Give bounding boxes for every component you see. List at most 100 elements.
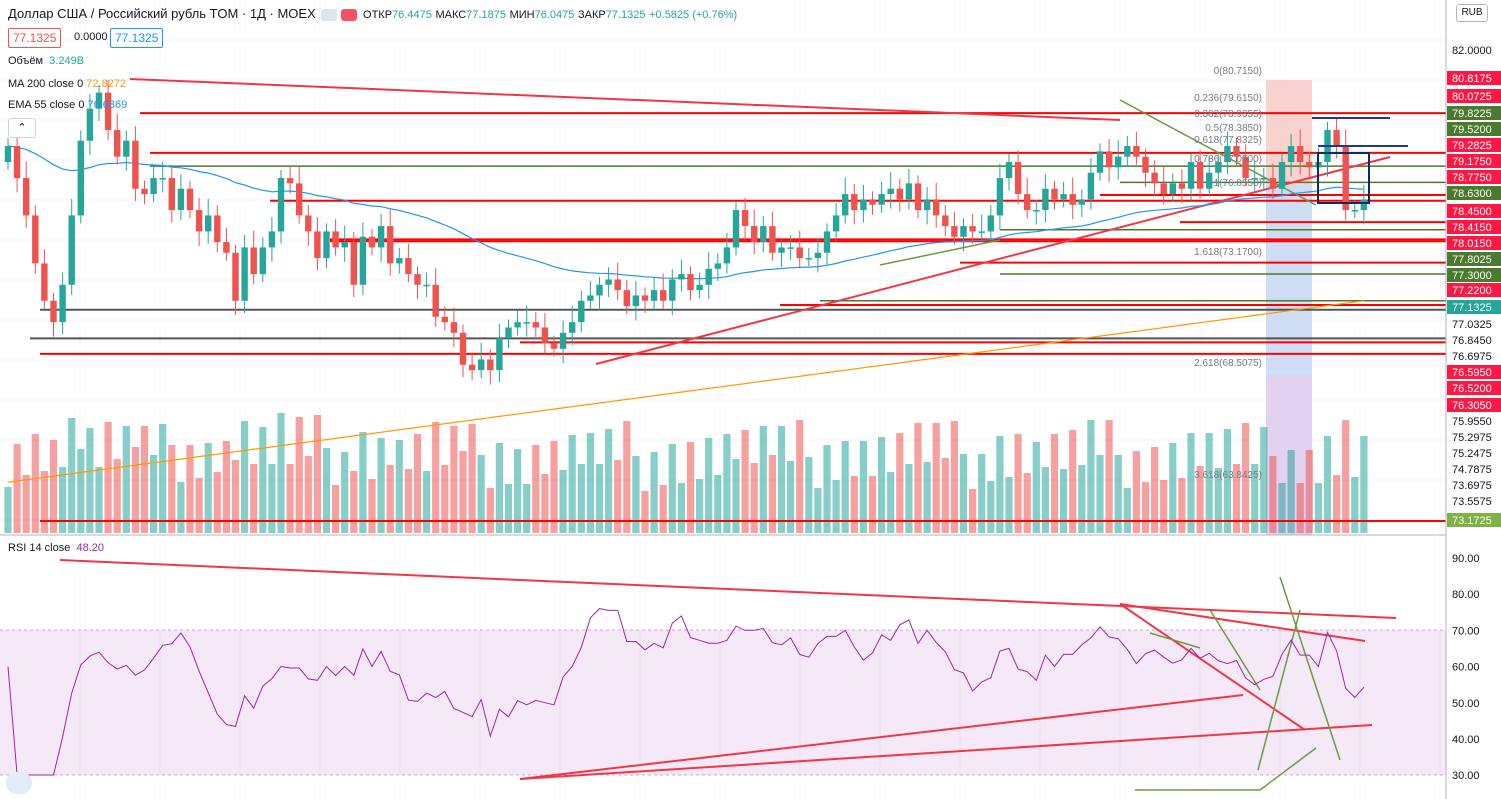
volume-bar (950, 421, 958, 533)
candle-body (878, 194, 885, 205)
volume-bar (777, 426, 786, 533)
candle-body (996, 178, 1004, 216)
candle-body (969, 226, 976, 232)
volume-bar (823, 445, 831, 533)
candle-body (405, 258, 412, 275)
candle-body (277, 178, 285, 232)
volume-bar (241, 421, 249, 533)
candle-body (1342, 146, 1349, 211)
candle-body (1351, 210, 1358, 212)
volume-bar (659, 485, 667, 533)
legend-rsi[interactable]: RSI 14 close 48.20 (8, 542, 105, 554)
volume-bar (186, 445, 194, 533)
candle-body (660, 290, 667, 301)
rsi-tick-label: 90.00 (1452, 553, 1480, 565)
candle-body (104, 92, 112, 131)
fib-label: 1.618(73.1700) (1194, 247, 1262, 258)
selection-box[interactable] (1317, 152, 1370, 204)
tradingview-logo-icon[interactable] (6, 772, 32, 794)
wave-icon[interactable] (341, 8, 358, 21)
volume-bar (1314, 483, 1322, 533)
candle-body (468, 364, 476, 371)
candle-body (1187, 162, 1195, 189)
candle-body (1078, 199, 1085, 205)
volume-bar (914, 423, 922, 533)
candle-body (41, 263, 48, 301)
candle-body (1169, 183, 1176, 195)
candle-body (532, 322, 539, 328)
candle-body (368, 236, 376, 248)
candles (4, 80, 1368, 385)
candle-body (1269, 178, 1277, 189)
axis-tick-label: 76.8450 (1452, 335, 1492, 347)
legend-ma200[interactable]: MA 200 close 0 72.8272 (8, 78, 127, 90)
candle-body (1215, 162, 1222, 173)
rsi-axis[interactable]: 90.00 80.00 70.00 60.00 50.00 40.00 30.00 (1452, 553, 1480, 782)
rsi-green-2 (1257, 609, 1301, 771)
volume-bar (450, 426, 458, 533)
axis-tick-label: 80.8175 (1452, 73, 1492, 85)
trend-lines (59, 78, 1397, 791)
eye-icon[interactable] (321, 8, 338, 21)
volume-bar (969, 489, 977, 533)
volume-bar (1278, 483, 1286, 533)
axis-tick-label: 74.7875 (1452, 464, 1492, 476)
volume-bar (1160, 480, 1168, 533)
candle-body (569, 322, 576, 333)
volume-bar (577, 464, 585, 533)
volume-bar (341, 452, 349, 533)
green-line-2 (879, 239, 1001, 266)
axis-tick-label: 77.0325 (1452, 319, 1492, 331)
fib-label: 0.5(78.3850) (1205, 123, 1262, 134)
candle-body (832, 215, 840, 232)
volume-bar (1105, 420, 1113, 533)
rsi-tick-label: 70.00 (1452, 625, 1480, 637)
candle-body (1124, 146, 1131, 157)
fib-label: 0(80.7150) (1214, 66, 1262, 77)
candle-body (760, 226, 767, 243)
candle-body (1260, 178, 1267, 180)
candle-body (268, 231, 276, 248)
volume-bar (586, 433, 594, 533)
fib-label: 1(76.0550) (1214, 178, 1262, 189)
volume-bar (841, 441, 849, 533)
volume-bar (605, 429, 613, 533)
axis-label-bg (1447, 204, 1501, 218)
volume-bar (49, 440, 58, 533)
candle-body (942, 215, 949, 227)
rsi-green-1 (1279, 576, 1341, 761)
volume-bar (550, 441, 558, 533)
candle-body (605, 279, 612, 285)
axis-tick-label: 78.4150 (1452, 222, 1492, 234)
volume-bar (1333, 475, 1341, 533)
volume-bar (1269, 456, 1277, 533)
volume-bar (22, 475, 30, 533)
volume-bar (495, 443, 503, 533)
candle-body (1251, 178, 1258, 180)
candle-body (1042, 188, 1049, 211)
price-axis[interactable]: 82.0000 80.8175 80.0725 79.8225 79.5200 79.28… (1447, 45, 1501, 527)
rsi-trend-top2 (1119, 603, 1366, 642)
rsi-tick-label: 50.00 (1452, 698, 1480, 710)
legend-volume[interactable]: Объём 3.249B (8, 55, 85, 67)
sell-price-box[interactable]: 77.1325 (8, 28, 62, 48)
volume-bar (1050, 434, 1059, 533)
legend-ema55[interactable]: EMA 55 close 0 76.6369 (8, 99, 128, 111)
symbol-title[interactable]: Доллар США / Российский рубль TOM · 1Д ·… (8, 6, 316, 21)
fib-label: 0.382(78.9355) (1194, 109, 1262, 120)
buy-price-box[interactable]: 77.1325 (110, 28, 164, 48)
volume-bar (1169, 443, 1177, 533)
axis-tick-label: 77.1325 (1452, 302, 1492, 314)
volume-bar (641, 491, 649, 533)
axis-label-bg (1447, 71, 1501, 85)
volume-bar (322, 448, 331, 533)
collapse-icon[interactable]: ⌃ (8, 118, 36, 138)
currency-badge[interactable]: RUB (1456, 4, 1488, 22)
volume-bar (796, 420, 804, 533)
axis-label-bg (1447, 122, 1501, 136)
volume-bar (1360, 436, 1368, 533)
volume-bar (1060, 469, 1068, 533)
volume-bar (941, 458, 949, 533)
candle-body (13, 146, 21, 179)
